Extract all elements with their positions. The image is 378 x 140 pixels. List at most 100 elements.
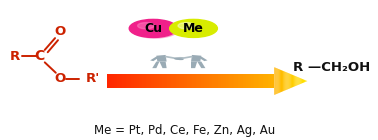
Polygon shape	[254, 74, 256, 88]
Circle shape	[170, 19, 217, 37]
Polygon shape	[263, 74, 264, 88]
Polygon shape	[203, 74, 204, 88]
Polygon shape	[219, 74, 221, 88]
Polygon shape	[181, 74, 183, 88]
Polygon shape	[129, 74, 131, 88]
Polygon shape	[116, 74, 117, 88]
Polygon shape	[174, 74, 176, 88]
Polygon shape	[204, 74, 206, 88]
Polygon shape	[271, 74, 273, 88]
Circle shape	[131, 20, 179, 38]
Text: R: R	[10, 50, 20, 63]
Polygon shape	[287, 72, 288, 90]
Polygon shape	[166, 74, 167, 88]
Polygon shape	[211, 74, 212, 88]
Polygon shape	[198, 56, 208, 61]
Polygon shape	[107, 74, 109, 88]
Polygon shape	[164, 74, 166, 88]
Ellipse shape	[174, 57, 184, 60]
Polygon shape	[232, 74, 234, 88]
Polygon shape	[243, 74, 244, 88]
Text: O: O	[54, 25, 66, 38]
Polygon shape	[186, 74, 187, 88]
Polygon shape	[157, 74, 159, 88]
Polygon shape	[296, 76, 297, 86]
Polygon shape	[192, 74, 194, 88]
Polygon shape	[119, 74, 121, 88]
Polygon shape	[261, 74, 263, 88]
Polygon shape	[144, 74, 146, 88]
Text: O: O	[54, 73, 66, 86]
Polygon shape	[208, 74, 209, 88]
Polygon shape	[253, 74, 254, 88]
Polygon shape	[172, 74, 174, 88]
Polygon shape	[280, 70, 281, 93]
Polygon shape	[146, 74, 147, 88]
Polygon shape	[179, 56, 193, 60]
Polygon shape	[302, 79, 303, 83]
Polygon shape	[259, 74, 261, 88]
Polygon shape	[266, 74, 268, 88]
Polygon shape	[163, 74, 164, 88]
Polygon shape	[293, 75, 294, 87]
Polygon shape	[152, 74, 154, 88]
Polygon shape	[134, 74, 136, 88]
Polygon shape	[137, 74, 139, 88]
Polygon shape	[177, 74, 179, 88]
Polygon shape	[284, 71, 285, 91]
Polygon shape	[282, 70, 283, 92]
Polygon shape	[136, 74, 137, 88]
Polygon shape	[279, 69, 280, 93]
Polygon shape	[273, 74, 274, 88]
Polygon shape	[156, 55, 167, 62]
Polygon shape	[117, 74, 119, 88]
Polygon shape	[176, 74, 177, 88]
Text: C: C	[34, 49, 44, 63]
Polygon shape	[201, 74, 203, 88]
Polygon shape	[152, 62, 160, 68]
Polygon shape	[281, 70, 282, 92]
Polygon shape	[229, 74, 231, 88]
Polygon shape	[236, 74, 237, 88]
Polygon shape	[147, 74, 149, 88]
Polygon shape	[199, 74, 201, 88]
Polygon shape	[274, 67, 276, 95]
Polygon shape	[121, 74, 122, 88]
Polygon shape	[171, 74, 172, 88]
Polygon shape	[303, 79, 304, 83]
Polygon shape	[131, 74, 132, 88]
Polygon shape	[289, 73, 290, 89]
Polygon shape	[114, 74, 116, 88]
Text: R —CH₂OH: R —CH₂OH	[293, 61, 370, 74]
Polygon shape	[139, 74, 141, 88]
Text: Cu: Cu	[144, 22, 162, 35]
Polygon shape	[206, 74, 208, 88]
Polygon shape	[276, 68, 277, 95]
Circle shape	[138, 23, 154, 29]
Polygon shape	[167, 74, 169, 88]
Polygon shape	[124, 74, 125, 88]
Polygon shape	[295, 76, 296, 86]
Polygon shape	[249, 74, 251, 88]
Polygon shape	[237, 74, 239, 88]
Polygon shape	[291, 74, 292, 88]
Polygon shape	[300, 78, 301, 84]
Polygon shape	[224, 74, 226, 88]
Polygon shape	[122, 74, 124, 88]
Polygon shape	[244, 74, 246, 88]
Polygon shape	[159, 74, 161, 88]
Circle shape	[178, 23, 195, 29]
Polygon shape	[290, 74, 291, 88]
Polygon shape	[149, 74, 151, 88]
Polygon shape	[141, 74, 142, 88]
Polygon shape	[223, 74, 224, 88]
Polygon shape	[142, 74, 144, 88]
Polygon shape	[299, 77, 300, 85]
Polygon shape	[151, 74, 152, 88]
Text: Me = Pt, Pd, Ce, Fe, Zn, Ag, Au: Me = Pt, Pd, Ce, Fe, Zn, Ag, Au	[94, 124, 275, 137]
Polygon shape	[258, 74, 259, 88]
Polygon shape	[154, 74, 156, 88]
Polygon shape	[191, 74, 192, 88]
Polygon shape	[187, 74, 189, 88]
Polygon shape	[292, 75, 293, 88]
